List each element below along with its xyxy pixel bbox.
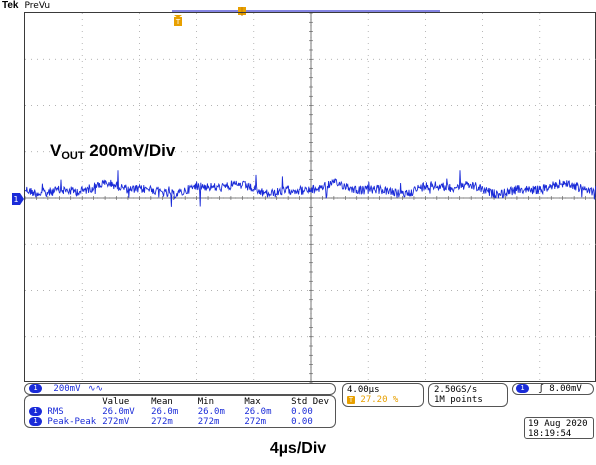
svg-text:1: 1: [13, 195, 18, 204]
channel-badge: 1: [29, 384, 42, 393]
acquisition-panel[interactable]: 2.50GS/s 1M points: [428, 383, 508, 407]
horizontal-scale: 4.00µs: [347, 385, 380, 395]
waveform-label: VOUT 200mV/Div: [50, 141, 176, 162]
timebase-caption: 4µs/Div: [269, 440, 327, 457]
bandwidth-limit-icon: ∿∿: [87, 384, 104, 394]
measurements-table: Value Mean Min Max Std Dev 1 RMS 26.0mV …: [29, 397, 335, 427]
acquisition-mode: PreVu: [24, 1, 51, 11]
svg-text:T: T: [175, 18, 181, 26]
channel-scale-panel[interactable]: 1 200mV ∿∿: [24, 383, 336, 395]
trigger-position-icon: T: [174, 15, 182, 26]
channel-1-marker[interactable]: 1: [12, 193, 24, 205]
waveform-display: [25, 13, 596, 383]
trigger-source-badge: 1: [516, 384, 529, 393]
table-row[interactable]: 1 Peak-Peak 272mV 272m 272m 272m 0.00: [29, 417, 335, 427]
trigger-position-icon: T: [347, 395, 355, 404]
timebase-panel[interactable]: 4.00µs T 27.20 %: [342, 383, 424, 407]
capture-date: 19 Aug 2020: [528, 419, 588, 429]
capture-time: 18:19:54: [528, 429, 572, 439]
brand-logo: Tek: [2, 0, 19, 11]
table-row[interactable]: 1 RMS 26.0mV 26.0m 26.0m 26.0m 0.00: [29, 407, 335, 417]
graticule[interactable]: [24, 12, 596, 383]
waveform-trace: [25, 170, 596, 207]
record-position-bar[interactable]: T: [170, 4, 450, 28]
trigger-position-readout: T 27.20 %: [347, 395, 399, 405]
record-length: 1M points: [434, 395, 483, 405]
measurements-panel: Value Mean Min Max Std Dev 1 RMS 26.0mV …: [24, 395, 336, 428]
trigger-slope-icon: ʃ: [538, 384, 544, 394]
channel-scale: 200mV: [53, 384, 81, 394]
trigger-panel[interactable]: 1 ʃ 8.00mV: [512, 383, 594, 395]
measurements-header-row: Value Mean Min Max Std Dev: [102, 397, 329, 407]
trigger-level: 8.00mV: [549, 384, 582, 394]
sample-rate: 2.50GS/s: [434, 385, 478, 395]
scope-brand: Tek PreVu: [2, 0, 50, 12]
datetime-panel: 19 Aug 2020 18:19:54: [524, 417, 594, 439]
